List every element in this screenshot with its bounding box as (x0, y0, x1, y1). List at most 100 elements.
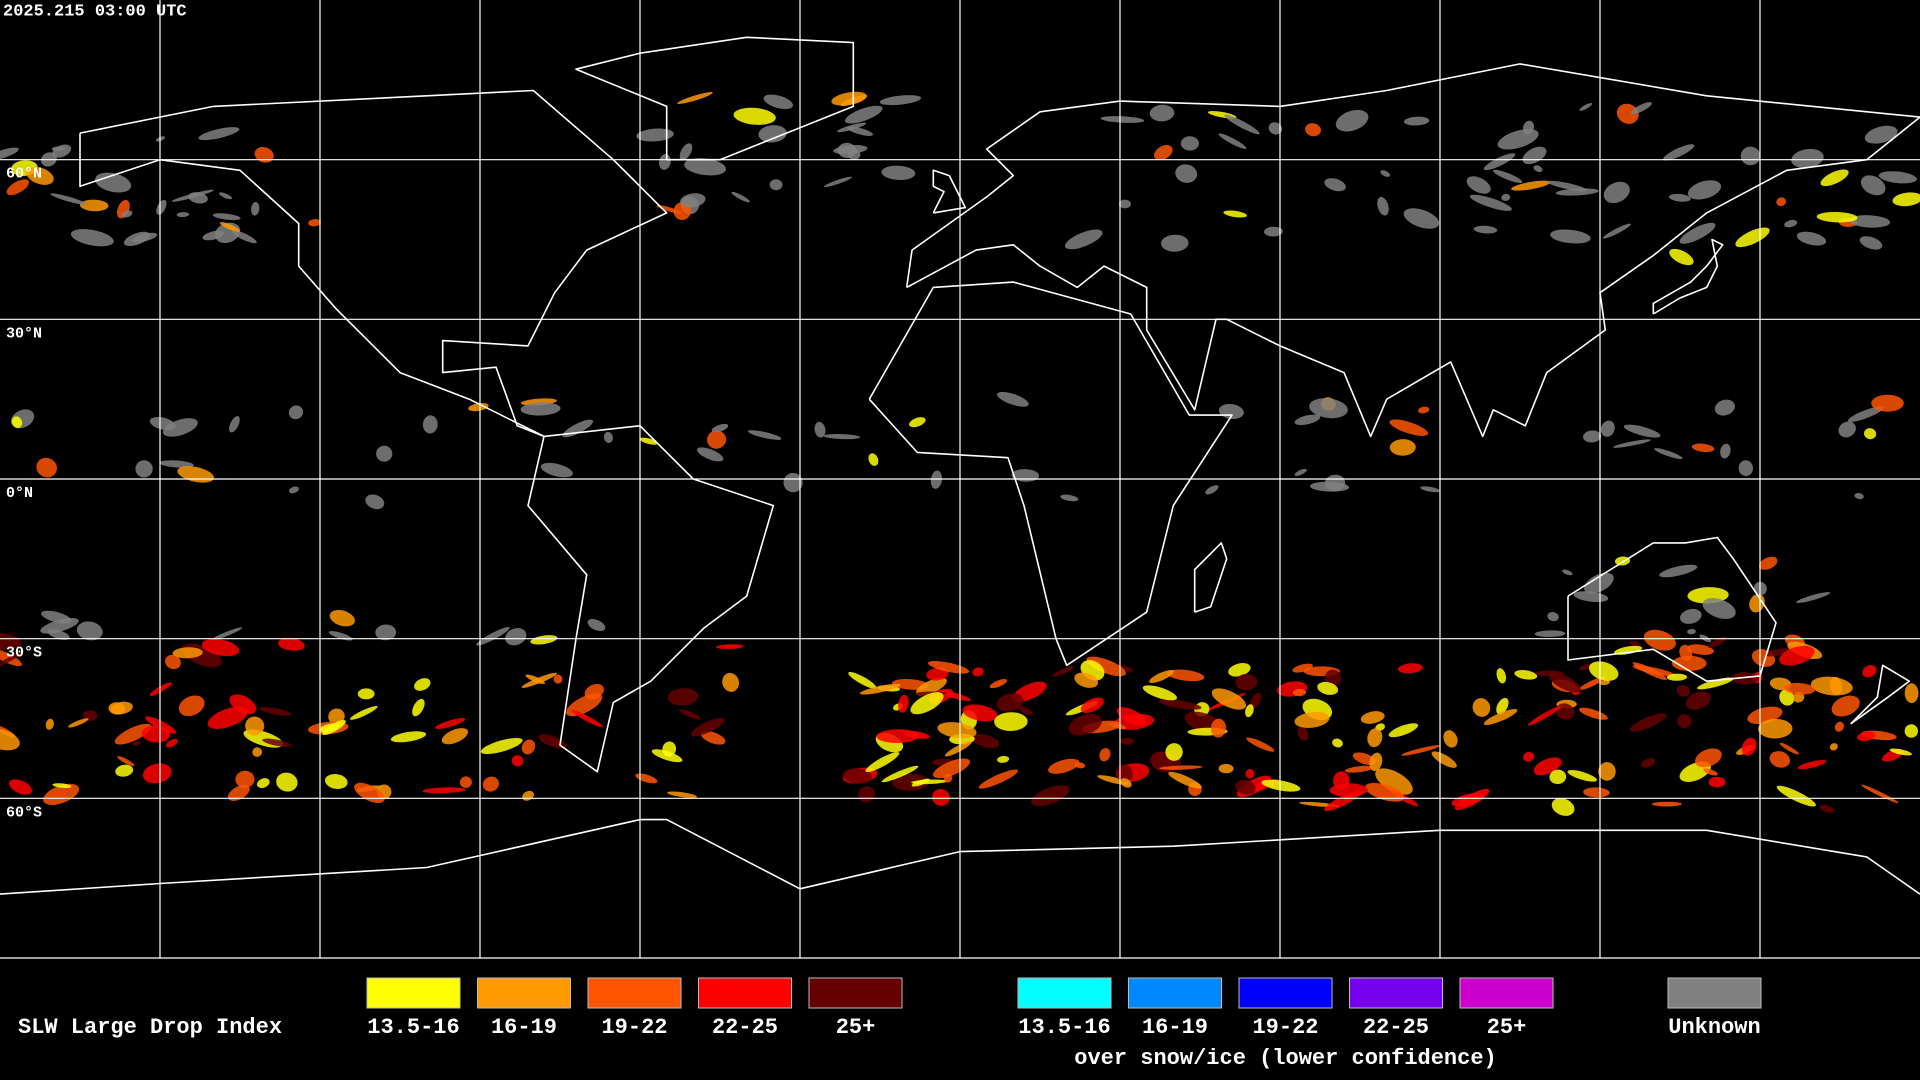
cloud-patch (1294, 711, 1330, 728)
cloud-patch (1549, 769, 1567, 785)
cloud-patch (1871, 394, 1904, 412)
cloud-patch (149, 416, 176, 431)
cloud-patch (1599, 679, 1611, 686)
cloud-patch (211, 627, 243, 641)
coastline (527, 424, 775, 773)
cloud-patch (1292, 688, 1307, 697)
cloud-patch (172, 647, 203, 659)
cloud-patch (276, 772, 298, 792)
cloud-patch (1317, 681, 1339, 695)
cloud-patch (229, 416, 240, 433)
cloud-patch (1735, 227, 1770, 248)
cloud-patch (700, 731, 726, 745)
cloud-patch (1309, 398, 1348, 419)
cloud-patch (731, 191, 750, 203)
cloud-patch (1418, 406, 1430, 414)
cloud-patch (898, 694, 909, 713)
cloud-patch (201, 638, 240, 657)
cloud-patch (943, 773, 953, 783)
cloud-patch (910, 692, 944, 715)
cloud-patch (319, 723, 340, 733)
cloud-patch (1473, 225, 1498, 234)
cloud-patch (1403, 116, 1430, 126)
cloud-patch (1451, 792, 1485, 807)
cloud-patch (171, 189, 214, 202)
cloud-patch (859, 683, 901, 695)
cloud-patch (219, 222, 240, 232)
cloud-patch (1211, 688, 1247, 710)
cloud-patch (1859, 236, 1883, 250)
cloud-patch (823, 434, 861, 440)
cloud-patch (1153, 145, 1173, 161)
legend: SLW Large Drop Index 13.5-16 16-19 19-22 22-… (18, 977, 1762, 1071)
cloud-patch (1431, 751, 1457, 768)
cloud-patch (1403, 208, 1440, 229)
cloud-patch (1796, 231, 1827, 246)
cloud-patch (1834, 721, 1845, 732)
cloud-patch (1708, 636, 1727, 649)
cloud-patch (441, 728, 469, 745)
cloud-patch (1829, 743, 1838, 751)
cloud-patch (1629, 713, 1667, 732)
cloud-patch (1180, 136, 1199, 151)
cloud-patch (1294, 414, 1321, 426)
cloud-patch (1697, 677, 1734, 690)
cloud-patch (117, 756, 135, 767)
cloud-patch (288, 486, 299, 494)
cloud-patch (679, 143, 693, 161)
cloud-patch (927, 661, 970, 674)
cloud-patch (123, 231, 151, 247)
cloud-patch (1501, 193, 1511, 201)
cloud-patch (1218, 133, 1247, 149)
cloud-patch (722, 672, 740, 692)
cloud-patch (989, 679, 1008, 689)
cloud-patch (1632, 662, 1667, 680)
cloud-patch (667, 791, 698, 798)
cloud-patch (1086, 656, 1127, 677)
cloud-patch (659, 153, 671, 170)
cloud-patch (1100, 116, 1145, 123)
cloud-patch (1779, 645, 1815, 666)
cloud-patch (1583, 787, 1610, 798)
cloud-patch (1668, 193, 1691, 202)
cloud-patch (540, 462, 573, 478)
cloud-patch (212, 213, 241, 221)
cloud-patch (1388, 723, 1419, 738)
cloud-patch (1142, 685, 1178, 701)
cloud-patch (256, 778, 270, 789)
cloud-patch (1889, 748, 1912, 756)
cloud-patch (1854, 493, 1864, 500)
cloud-patch (1235, 779, 1256, 795)
cloud-patch (422, 787, 466, 794)
cloud-patch (930, 470, 942, 489)
cloud-patch (1640, 758, 1656, 768)
cloud-patch (156, 199, 167, 215)
cloud-patch (1669, 248, 1694, 266)
cloud-patch (783, 472, 803, 493)
cloud-patch (1816, 211, 1858, 223)
cloud-patch (115, 764, 134, 777)
cloud-patch (159, 460, 194, 468)
cloud-patch (997, 755, 1010, 763)
legend-label: 25+ (836, 1015, 876, 1040)
cloud-patch (9, 779, 32, 795)
cloud-patch (1118, 199, 1131, 209)
cloud-patch (1796, 592, 1831, 603)
cloud-patch (1550, 229, 1591, 244)
legend-note: over snow/ice (lower confidence) (1074, 1046, 1496, 1071)
cloud-patch (232, 230, 257, 244)
cloud-patch (996, 693, 1024, 712)
cloud-patch (1687, 628, 1696, 635)
cloud-patch (1472, 698, 1491, 717)
legend-swatch (477, 977, 571, 1009)
cloud-patch (844, 105, 883, 124)
cloud-patch (1297, 725, 1309, 741)
cloud-patch (329, 609, 355, 627)
coastline (79, 89, 668, 438)
cloud-patch (1165, 743, 1183, 761)
cloud-patch (651, 749, 683, 763)
cloud-patch (1332, 738, 1343, 748)
cloud-patch (1628, 641, 1642, 646)
cloud-patch (245, 716, 265, 736)
cloud-patch (1695, 748, 1722, 768)
